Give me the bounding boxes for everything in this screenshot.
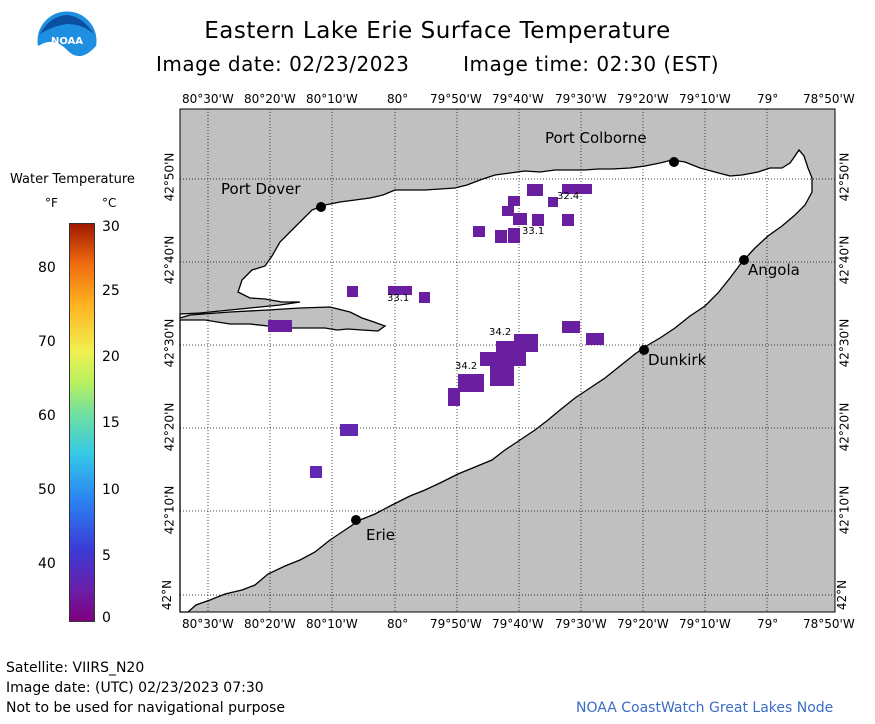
lon-label: 78°50'W <box>803 617 855 631</box>
port-dover-marker <box>316 202 326 212</box>
lon-label: 79°10'W <box>679 617 731 631</box>
legend-f-tick: 70 <box>38 334 56 350</box>
lon-label: 79°50'W <box>430 617 482 631</box>
legend-f-tick: 80 <box>38 260 56 276</box>
lon-label: 80°30'W <box>182 92 234 106</box>
lon-label: 80°10'W <box>306 617 358 631</box>
map-frame <box>179 108 836 613</box>
legend-c-tick: 15 <box>102 415 120 431</box>
erie-marker <box>351 515 361 525</box>
lon-label: 80°20'W <box>244 617 296 631</box>
lon-label: 80°10'W <box>306 92 358 106</box>
city-label-port-dover: Port Dover <box>221 180 301 198</box>
lon-label: 79°30'W <box>555 617 607 631</box>
lon-label: 79°20'W <box>617 92 669 106</box>
legend-c-tick: 10 <box>102 482 120 498</box>
credit-link[interactable]: NOAA CoastWatch Great Lakes Node <box>576 700 834 716</box>
pixel-temp-label: 33.1 <box>522 226 545 237</box>
legend-f-tick: 50 <box>38 482 56 498</box>
legend-c-tick: 25 <box>102 283 120 299</box>
lon-label: 79°10'W <box>679 92 731 106</box>
lon-label: 80°20'W <box>244 92 296 106</box>
legend-f-tick: 60 <box>38 408 56 424</box>
city-label-dunkirk: Dunkirk <box>648 351 707 369</box>
legend-c-tick: 20 <box>102 349 120 365</box>
dunkirk-marker <box>639 345 649 355</box>
lon-label: 79° <box>757 92 779 106</box>
port-colborne-marker <box>669 157 679 167</box>
lon-label: 80° <box>387 617 409 631</box>
lon-label: 79° <box>757 617 779 631</box>
city-label-erie: Erie <box>366 526 396 544</box>
page-title: Eastern Lake Erie Surface Temperature <box>204 18 671 44</box>
legend-title: Water Temperature <box>10 172 135 187</box>
city-label-port-colborne: Port Colborne <box>545 129 647 147</box>
city-label-angola: Angola <box>748 261 800 279</box>
disclaimer: Not to be used for navigational purpose <box>6 700 285 716</box>
image-time: Image time: 02:30 (EST) <box>463 52 720 76</box>
lon-label: 79°50'W <box>430 92 482 106</box>
lon-label: 79°40'W <box>492 92 544 106</box>
legend-c-tick: 5 <box>102 548 111 564</box>
legend-f-unit: °F <box>45 196 58 210</box>
noaa-logo-icon: NOAA <box>36 10 98 72</box>
temperature-pixels-edge <box>310 424 358 478</box>
lon-label: 80°30'W <box>182 617 234 631</box>
lon-label: 78°50'W <box>803 92 855 106</box>
lon-label: 79°40'W <box>492 617 544 631</box>
angola-marker <box>739 255 749 265</box>
image-datetime: Image date: 02/23/2023 Image time: 02:30… <box>0 52 875 76</box>
legend-c-tick: 30 <box>102 219 120 235</box>
noaa-logo-text: NOAA <box>51 36 83 47</box>
lon-label: 80° <box>387 92 409 106</box>
pixel-temp-label: 33.1 <box>387 293 410 304</box>
satellite-info: Satellite: VIIRS_N20 <box>6 660 145 676</box>
legend-c-unit: °C <box>102 196 117 210</box>
legend-f-tick: 40 <box>38 556 56 572</box>
temperature-colorbar <box>69 223 95 622</box>
city-markers <box>316 157 749 525</box>
pixel-temp-label: 34.2 <box>489 327 512 338</box>
lon-label: 79°30'W <box>555 92 607 106</box>
utc-date: Image date: (UTC) 02/23/2023 07:30 <box>6 680 264 696</box>
pixel-temp-label: 32.4 <box>557 191 580 202</box>
image-date: Image date: 02/23/2023 <box>155 52 410 76</box>
legend-c-tick: 0 <box>102 610 111 626</box>
lon-label: 79°20'W <box>617 617 669 631</box>
pixel-temp-label: 34.2 <box>455 361 478 372</box>
temperature-pixels <box>268 184 604 478</box>
